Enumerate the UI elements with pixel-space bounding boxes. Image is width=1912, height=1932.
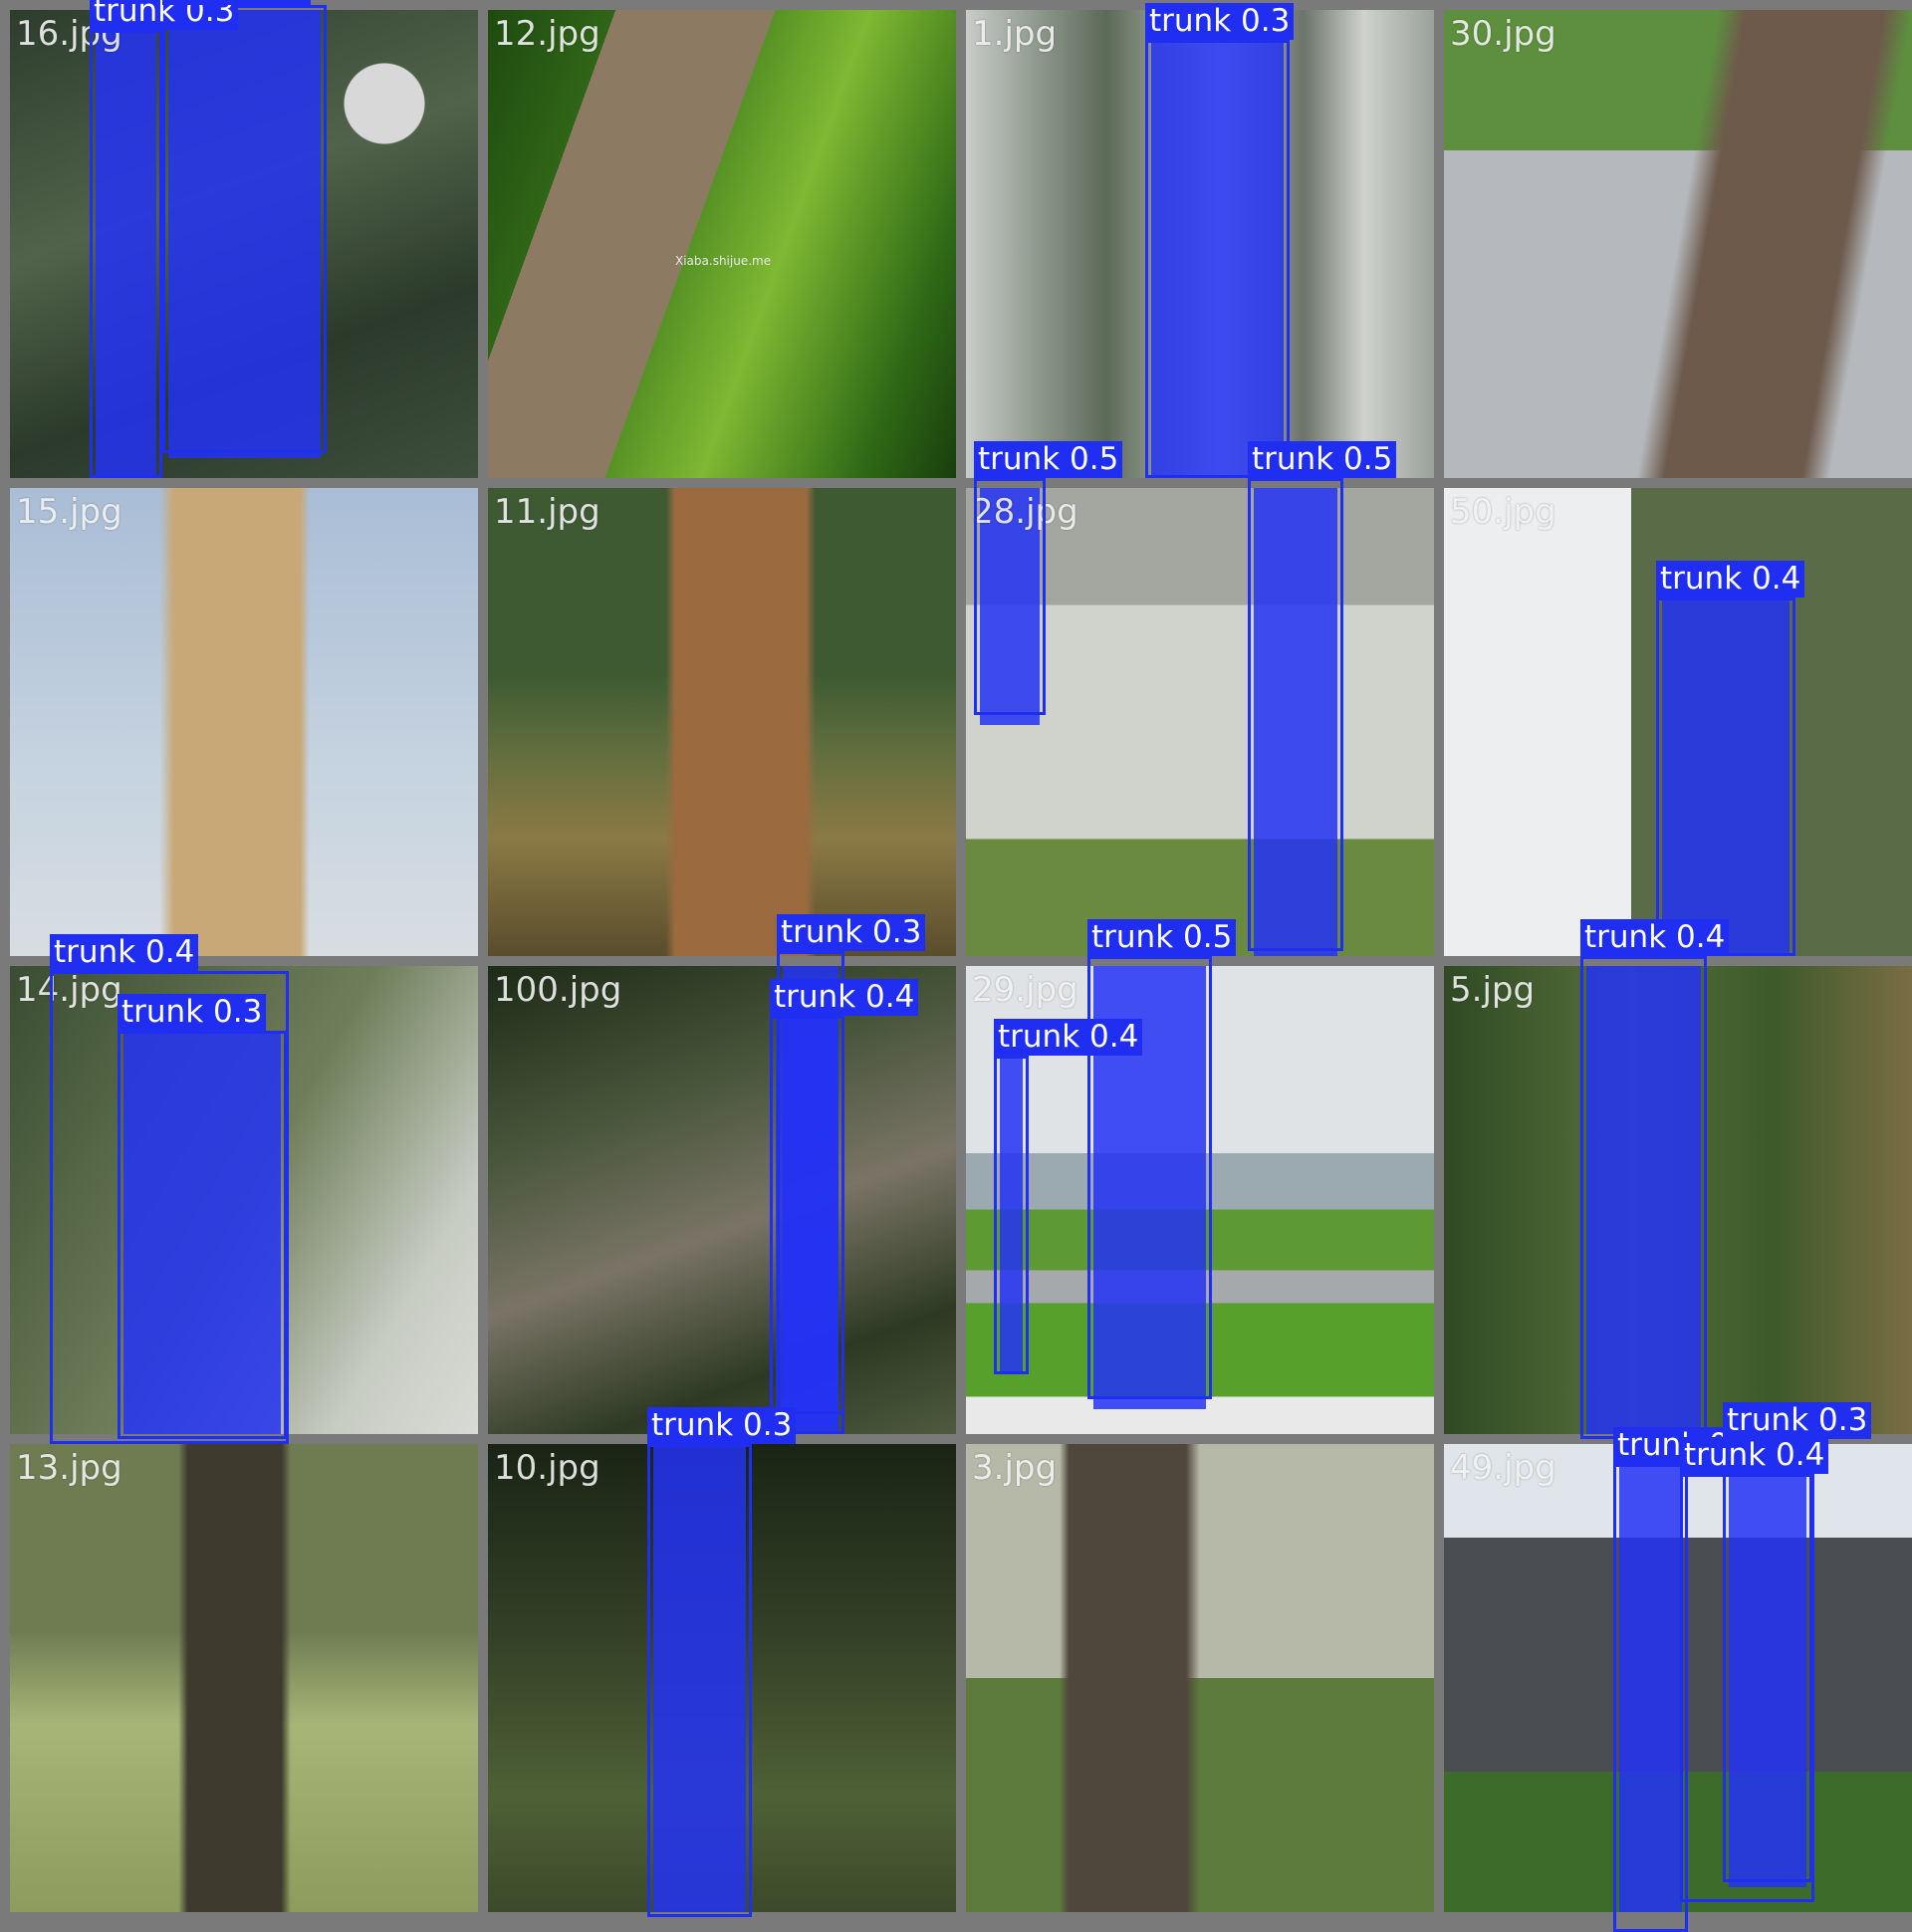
detection-box[interactable] xyxy=(90,30,162,478)
image-tile[interactable]: 50.jpg trunk 0.4 xyxy=(1444,488,1912,956)
file-name-label: 11.jpg xyxy=(494,492,600,532)
file-name-label: 13.jpg xyxy=(16,1448,122,1488)
trunk-mask xyxy=(776,1016,838,1434)
trunk-mask xyxy=(1000,1056,1023,1374)
file-name-label: 10.jpg xyxy=(494,1448,600,1488)
trunk-mask xyxy=(1254,488,1337,956)
tile-photo xyxy=(488,966,956,1434)
detection-label: trunk 0.3 xyxy=(118,994,267,1031)
image-tile[interactable]: 11.jpg xyxy=(488,488,956,956)
detection-box[interactable] xyxy=(994,1056,1029,1374)
image-tile[interactable]: 15.jpg xyxy=(10,488,478,956)
detection-label: trunk 0.5 xyxy=(1248,441,1397,478)
file-name-label: 3.jpg xyxy=(972,1448,1058,1488)
image-tile[interactable]: 14.jpg trunk 0.4 trunk 0.3 xyxy=(10,934,478,1444)
image-tile[interactable]: 13.jpg xyxy=(10,1444,478,1912)
trunk-mask xyxy=(1619,1464,1682,1912)
trunk-mask xyxy=(168,10,321,458)
detection-box[interactable] xyxy=(974,478,1046,715)
trunk-mask xyxy=(1586,966,1701,1434)
image-tile[interactable]: 29.jpg trunk 0.5 trunk 0.4 xyxy=(966,919,1434,1434)
detection-box[interactable] xyxy=(1680,1474,1814,1902)
file-name-label: 49.jpg xyxy=(1450,1448,1556,1488)
detection-label: trunk 0.4 xyxy=(1580,919,1730,956)
detection-box[interactable] xyxy=(647,1444,752,1917)
tile-photo xyxy=(10,488,478,956)
trunk-mask xyxy=(653,1444,746,1912)
file-name-label: 1.jpg xyxy=(972,14,1058,54)
detection-box[interactable] xyxy=(1723,1439,1812,1882)
image-tile[interactable]: 28.jpg trunk 0.5 trunk 0.5 xyxy=(966,441,1434,956)
tile-photo xyxy=(488,488,956,956)
file-name-label: 12.jpg xyxy=(494,14,600,54)
trunk-mask xyxy=(1151,40,1284,478)
detection-box[interactable] xyxy=(1656,598,1795,956)
detection-box[interactable] xyxy=(1145,40,1290,478)
image-tile[interactable]: 100.jpg trunk 0.3 trunk 0.4 xyxy=(488,914,956,1434)
file-name-label: 50.jpg xyxy=(1450,492,1556,532)
detection-box[interactable] xyxy=(50,971,289,1444)
file-name-label: 100.jpg xyxy=(494,970,622,1010)
trunk-mask xyxy=(1729,1444,1806,1887)
image-tile[interactable]: 12.jpg Xiaba.shijue.me xyxy=(488,10,956,478)
tile-photo xyxy=(10,1444,478,1912)
file-name-label: 14.jpg xyxy=(16,970,122,1010)
detection-box[interactable] xyxy=(1613,1464,1688,1932)
detection-box[interactable] xyxy=(118,1031,287,1439)
detection-label: trunk 0.4 xyxy=(1656,561,1805,598)
tile-photo xyxy=(1444,10,1912,478)
trunk-mask xyxy=(96,30,156,478)
tile-photo xyxy=(966,1444,1434,1912)
detection-label: trunk 0.5 xyxy=(1087,919,1237,956)
detection-label: trunk 0.5 xyxy=(974,441,1123,478)
image-tile[interactable]: 3.jpg xyxy=(966,1444,1434,1912)
detection-label: trunk 0.4 xyxy=(1680,1437,1829,1474)
detection-label: trunk 0.4 xyxy=(994,1019,1143,1056)
image-tile[interactable]: 10.jpg trunk 0.3 xyxy=(488,1407,956,1917)
detection-label: trunk 0.4 xyxy=(50,934,199,971)
file-name-label: 28.jpg xyxy=(972,492,1078,532)
trunk-mask xyxy=(1662,598,1790,956)
detection-label: trunk 0.3 xyxy=(162,0,312,5)
detection-box[interactable] xyxy=(162,5,327,453)
detection-label: trunk 0.4 xyxy=(770,979,919,1016)
detection-box[interactable] xyxy=(770,1016,844,1434)
detection-box[interactable] xyxy=(1248,478,1343,951)
image-tile[interactable]: 30.jpg xyxy=(1444,10,1912,478)
detection-box[interactable] xyxy=(1087,956,1212,1399)
detection-label: trunk 0.3 xyxy=(1145,3,1295,40)
trunk-mask xyxy=(123,1031,281,1434)
tile-photo xyxy=(488,10,956,478)
image-tile[interactable]: 1.jpg trunk 0.3 xyxy=(966,3,1434,478)
file-name-label: 29.jpg xyxy=(972,970,1078,1010)
trunk-mask xyxy=(980,488,1040,725)
detection-label: trunk 0.3 xyxy=(777,914,926,951)
file-name-label: 30.jpg xyxy=(1450,14,1556,54)
detection-label: trunk 0.3 xyxy=(647,1407,797,1444)
detection-label: trunk 0.3 xyxy=(1723,1402,1872,1439)
file-name-label: 5.jpg xyxy=(1450,970,1536,1010)
detection-box[interactable] xyxy=(1580,956,1707,1439)
image-tile[interactable]: 5.jpg trunk 0.4 xyxy=(1444,919,1912,1439)
file-name-label: 15.jpg xyxy=(16,492,122,532)
watermark-text: Xiaba.shijue.me xyxy=(675,254,772,268)
